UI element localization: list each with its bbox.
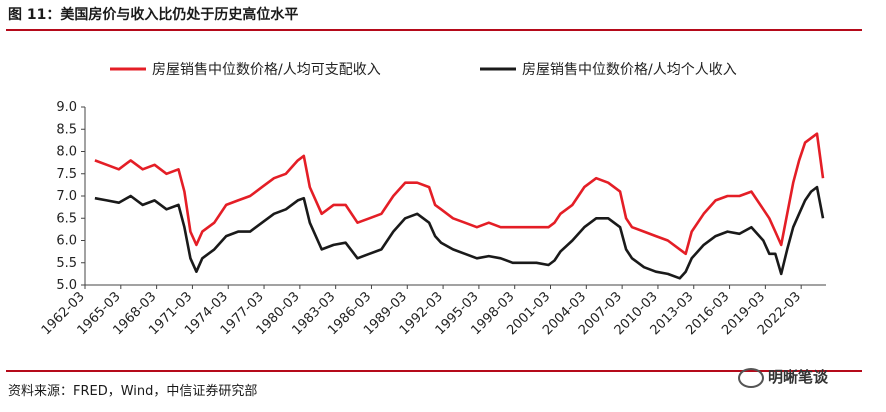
chart-legend: 房屋销售中位数价格/人均可支配收入 房屋销售中位数价格/人均个人收入 [110,62,737,78]
y-tick-label: 5.0 [56,278,77,293]
line-chart: 房屋销售中位数价格/人均可支配收入 房屋销售中位数价格/人均个人收入 5.0 5.5… [39,62,826,338]
wechat-icon [738,367,764,388]
source-note: 资料来源：FRED，Wind，中信证券研究部 [8,384,258,399]
y-tick-label: 6.0 [56,234,77,249]
series-line-2 [94,185,825,280]
legend-label-2: 房屋销售中位数价格/人均个人收入 [522,62,737,78]
plot-area [94,132,825,280]
watermark: 明晰笔谈 [738,366,828,388]
x-axis: 1962-031965-031968-031971-031974-031977-… [39,284,826,338]
y-tick-label: 7.5 [56,167,77,182]
title-divider [6,29,862,31]
watermark-text: 明晰笔谈 [768,368,829,386]
y-axis: 5.0 5.5 6.0 6.5 7.0 7.5 8.0 8.5 9.0 [56,100,86,293]
y-tick-label: 6.5 [56,211,77,226]
y-tick-label: 8.5 [56,122,77,137]
series-line-1 [94,132,825,256]
y-tick-label: 5.5 [56,256,77,271]
chart-title: 图 11：美国房价与收入比仍处于历史高位水平 [8,7,299,23]
y-tick-label: 9.0 [56,100,77,115]
y-tick-label: 7.0 [56,189,77,204]
legend-label-1: 房屋销售中位数价格/人均可支配收入 [152,62,381,78]
source-divider [6,370,862,372]
y-tick-label: 8.0 [56,145,77,160]
